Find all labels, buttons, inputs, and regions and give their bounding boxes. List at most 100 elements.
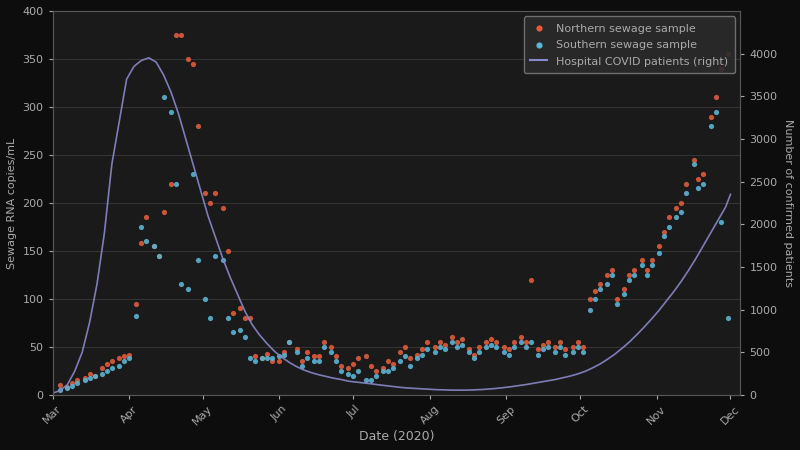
- Point: [662, 214, 675, 221]
- Point: [209, 252, 222, 259]
- Point: [71, 380, 84, 387]
- Point: [113, 362, 126, 369]
- Point: [135, 223, 148, 230]
- Point: [404, 362, 417, 369]
- Point: [537, 341, 550, 348]
- Point: [352, 367, 365, 374]
- Point: [238, 315, 251, 322]
- Point: [88, 372, 101, 379]
- Point: [571, 338, 584, 346]
- Point: [122, 351, 135, 358]
- Point: [216, 257, 229, 264]
- Point: [601, 271, 614, 279]
- Point: [576, 343, 589, 351]
- Point: [635, 261, 648, 269]
- Point: [226, 310, 239, 317]
- Point: [450, 343, 463, 351]
- Point: [283, 338, 296, 346]
- Point: [670, 214, 682, 221]
- Point: [687, 161, 700, 168]
- Point: [101, 367, 114, 374]
- Point: [594, 286, 606, 293]
- Point: [261, 355, 274, 362]
- Point: [209, 190, 222, 197]
- Point: [216, 204, 229, 212]
- Point: [290, 348, 303, 355]
- Point: [204, 315, 217, 322]
- Point: [243, 315, 256, 322]
- Point: [266, 358, 278, 365]
- Point: [157, 209, 170, 216]
- Point: [658, 233, 670, 240]
- Point: [473, 348, 486, 355]
- Point: [248, 358, 261, 365]
- Point: [554, 343, 567, 351]
- Point: [318, 343, 330, 351]
- Point: [502, 351, 515, 358]
- Point: [325, 343, 338, 351]
- Point: [369, 372, 382, 379]
- Point: [589, 288, 602, 295]
- Point: [130, 313, 143, 320]
- Point: [480, 343, 493, 351]
- Point: [507, 338, 520, 346]
- Point: [342, 370, 355, 377]
- Point: [398, 343, 411, 351]
- Point: [455, 336, 468, 343]
- Point: [152, 252, 165, 259]
- Point: [618, 290, 631, 297]
- Point: [152, 252, 165, 259]
- Point: [140, 238, 153, 245]
- Point: [106, 358, 118, 365]
- Point: [300, 355, 313, 362]
- Point: [313, 358, 326, 365]
- Point: [628, 271, 641, 279]
- Y-axis label: Sewage RNA copies/mL: Sewage RNA copies/mL: [7, 137, 17, 269]
- Point: [238, 333, 251, 341]
- Point: [722, 50, 734, 58]
- Point: [549, 343, 562, 351]
- Point: [653, 243, 666, 250]
- Point: [186, 171, 199, 178]
- Point: [537, 345, 550, 352]
- Point: [382, 358, 394, 365]
- Point: [313, 353, 326, 360]
- Point: [382, 367, 394, 374]
- Point: [463, 345, 476, 352]
- Point: [525, 338, 538, 346]
- Point: [118, 358, 130, 365]
- Point: [135, 239, 148, 247]
- Point: [278, 348, 290, 355]
- Point: [653, 249, 666, 256]
- Point: [290, 345, 303, 352]
- Point: [170, 180, 182, 187]
- Point: [234, 305, 246, 312]
- Point: [78, 374, 91, 381]
- Point: [583, 295, 596, 302]
- Point: [364, 362, 377, 369]
- Point: [377, 364, 390, 372]
- Point: [248, 353, 261, 360]
- Point: [594, 281, 606, 288]
- Point: [468, 351, 481, 358]
- Point: [394, 358, 406, 365]
- Point: [347, 360, 360, 368]
- Point: [455, 341, 468, 348]
- Point: [334, 367, 347, 374]
- Point: [610, 295, 623, 302]
- Point: [601, 281, 614, 288]
- Point: [606, 271, 618, 279]
- Point: [525, 276, 538, 283]
- Point: [628, 266, 641, 274]
- Point: [325, 348, 338, 355]
- Point: [122, 355, 135, 362]
- Point: [680, 180, 693, 187]
- Point: [714, 65, 727, 72]
- Point: [266, 355, 278, 362]
- Point: [468, 355, 481, 362]
- Point: [95, 364, 108, 372]
- Point: [498, 343, 510, 351]
- Point: [307, 353, 320, 360]
- Point: [295, 358, 308, 365]
- Point: [583, 307, 596, 314]
